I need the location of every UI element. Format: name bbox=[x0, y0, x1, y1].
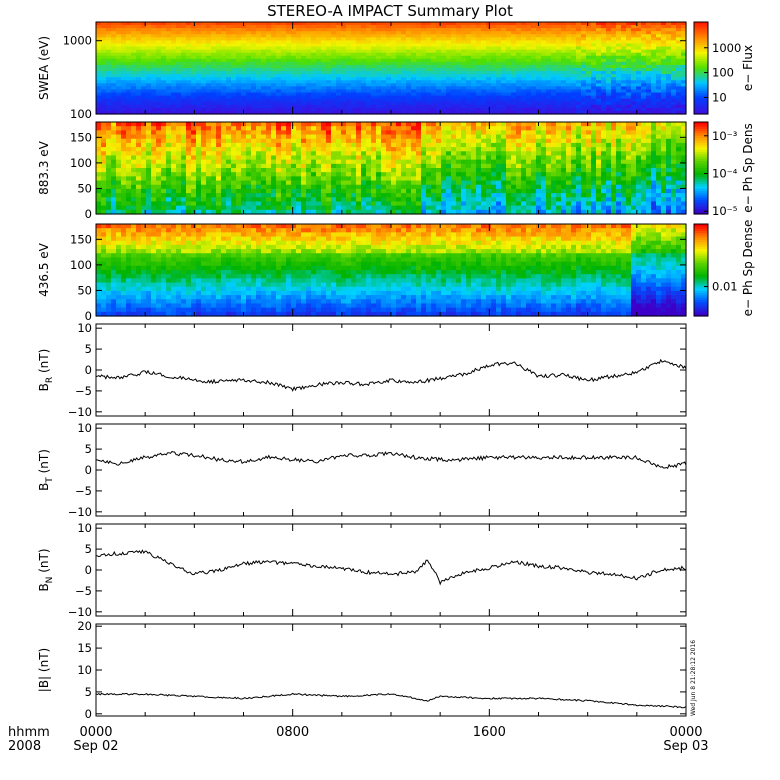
y-tick-label: 50 bbox=[77, 181, 92, 195]
y-tick-label: 100 bbox=[70, 156, 92, 170]
y-tick-label: 15 bbox=[77, 641, 92, 655]
panel-bmag: 20 15 10 5 0 |B| (nT) bbox=[37, 619, 687, 721]
pad436-ylabel: 436.5 eV bbox=[37, 242, 51, 297]
bt-frame bbox=[95, 423, 687, 517]
y-tick-label: −5 bbox=[75, 384, 92, 398]
colorbar-label: e− Ph Sp Dense bbox=[741, 220, 755, 317]
y-tick-label: 5 bbox=[85, 542, 92, 556]
br-series-line bbox=[95, 358, 687, 392]
colorbar-tick-label: 10⁻³ bbox=[712, 129, 738, 143]
chart-title: STEREO-A IMPACT Summary Plot bbox=[267, 2, 513, 20]
panel-br: 10 5 0 −5 −10 BR (nT) bbox=[37, 321, 687, 419]
bmag-series-line bbox=[95, 692, 687, 709]
colorbar-tick-label: 1000 bbox=[712, 41, 741, 55]
y-tick-label: 0 bbox=[85, 309, 92, 323]
x-tick-sublabel: Sep 02 bbox=[73, 739, 118, 754]
x-tick-sublabel: Sep 03 bbox=[663, 739, 708, 754]
bn-series-line bbox=[95, 549, 687, 586]
y-tick-label: −10 bbox=[68, 605, 92, 619]
y-tick-label: 0 bbox=[85, 563, 92, 577]
br-frame bbox=[95, 323, 687, 417]
y-tick-label: 0 bbox=[85, 707, 92, 721]
x-tick-label: 0000 bbox=[669, 725, 702, 740]
swea-heatmap bbox=[96, 22, 687, 115]
x-tick-label: 0800 bbox=[276, 725, 309, 740]
y-tick-label: 100 bbox=[70, 107, 92, 121]
y-tick-label: 20 bbox=[77, 619, 92, 633]
y-tick-label: 50 bbox=[77, 283, 92, 297]
y-tick-label: 150 bbox=[70, 232, 92, 246]
bn-ylabel: BN (nT) bbox=[37, 548, 55, 591]
bt-series-line bbox=[95, 451, 687, 470]
panel-bt: 10 5 0 −5 −10 BT (nT) bbox=[37, 421, 687, 519]
panel-bn: 10 5 0 −5 −10 BN (nT) bbox=[37, 521, 687, 619]
y-tick-label: 0 bbox=[85, 207, 92, 221]
y-tick-label: −10 bbox=[68, 405, 92, 419]
x-tick-label: 1600 bbox=[473, 725, 506, 740]
y-tick-label: 10 bbox=[77, 321, 92, 335]
bmag-frame bbox=[95, 623, 687, 717]
y-tick-label: 5 bbox=[85, 442, 92, 456]
pad436-heatmap bbox=[96, 224, 687, 317]
colorbar-tick-label: 0.01 bbox=[712, 280, 738, 294]
pad883-ylabel: 883.3 eV bbox=[37, 140, 51, 195]
bt-ylabel: BT (nT) bbox=[37, 449, 55, 491]
pad883-colorbar: 10⁻³ 10⁻⁴ 10⁻⁵ bbox=[693, 121, 738, 218]
y-tick-label: 1000 bbox=[63, 34, 92, 48]
br-ylabel: BR (nT) bbox=[37, 349, 55, 392]
y-tick-label: 5 bbox=[85, 342, 92, 356]
y-tick-label: −5 bbox=[75, 484, 92, 498]
bmag-ylabel: |B| (nT) bbox=[37, 648, 51, 692]
colorbar-tick-label: 10⁻⁴ bbox=[712, 167, 738, 181]
pad883-heatmap bbox=[96, 122, 687, 215]
swea-ylabel: SWEA (eV) bbox=[37, 36, 51, 100]
y-tick-label: 0 bbox=[85, 463, 92, 477]
y-tick-label: −5 bbox=[75, 584, 92, 598]
y-tick-label: 100 bbox=[70, 258, 92, 272]
colorbar-label: e− Ph Sp Dens bbox=[741, 123, 755, 212]
y-tick-label: 150 bbox=[70, 130, 92, 144]
y-tick-label: 10 bbox=[77, 663, 92, 677]
y-tick-label: 10 bbox=[77, 521, 92, 535]
swea-colorbar: 1000 100 10 bbox=[693, 21, 741, 115]
x-tick-label: 0000 bbox=[79, 725, 112, 740]
timestamp-stamp: Wed Jun 8 21:28:12 2016 bbox=[690, 640, 697, 716]
panel-pad436: 0.01 150 100 50 0 436.5 eV bbox=[37, 223, 738, 323]
colorbar-label: e− Flux bbox=[741, 45, 755, 91]
colorbar-tick-label: 10⁻⁵ bbox=[712, 204, 738, 218]
y-tick-label: −10 bbox=[68, 505, 92, 519]
panel-swea: 1000 100 10 1000 100 SWEA (eV) bbox=[37, 21, 741, 121]
y-tick-label: 10 bbox=[77, 421, 92, 435]
x-corner-label: hhmm bbox=[8, 725, 50, 740]
y-tick-label: 5 bbox=[85, 685, 92, 699]
colorbar-tick-label: 100 bbox=[712, 66, 734, 80]
pad436-colorbar: 0.01 bbox=[693, 223, 738, 317]
panel-pad883: 10⁻³ 10⁻⁴ 10⁻⁵ 150 100 50 0 883.3 eV bbox=[37, 121, 738, 221]
y-tick-label: 0 bbox=[85, 363, 92, 377]
colorbar-tick-label: 10 bbox=[712, 90, 727, 104]
x-corner-label: 2008 bbox=[8, 739, 41, 754]
